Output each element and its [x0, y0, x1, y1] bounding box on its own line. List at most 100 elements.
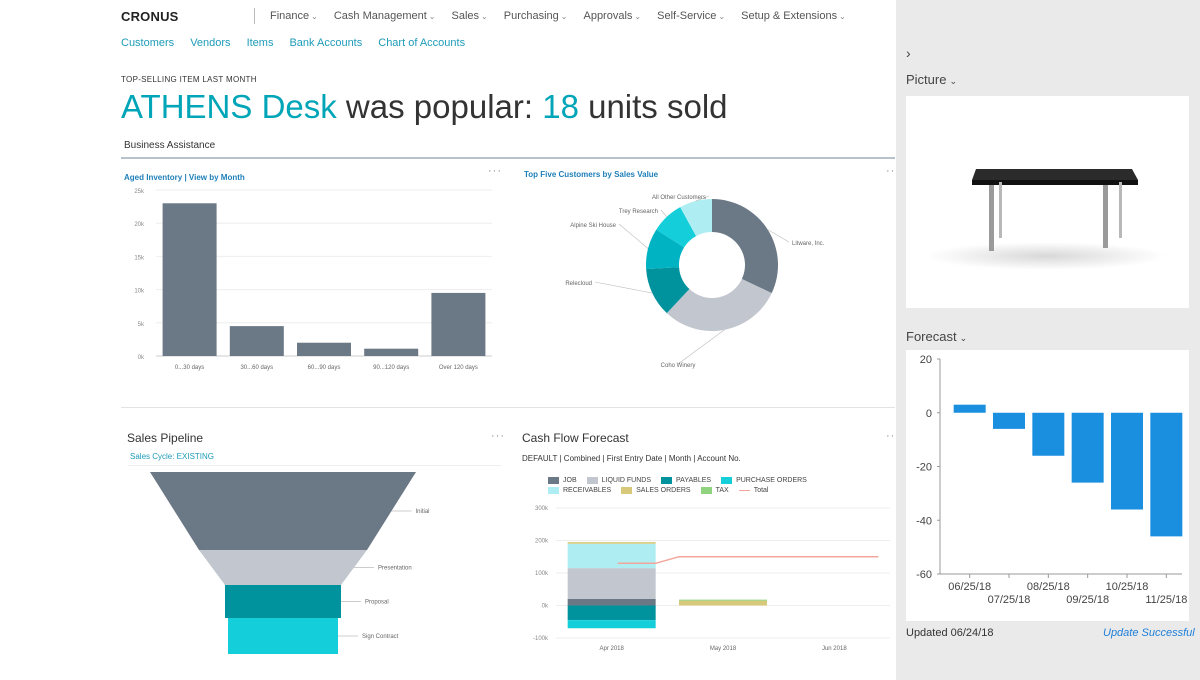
- x-tick-label: 30...60 days: [240, 365, 273, 371]
- aged-inventory-chart: 0k 5k 10k 15k 20k 25k 0...30 days 30...60 days 6…: [134, 189, 492, 371]
- menu-item-0[interactable]: Finance ⌄: [270, 10, 318, 22]
- sales-pipeline-chart: Initial Presentation Proposal Sign Contract: [150, 472, 430, 654]
- company-name[interactable]: CRONUS: [121, 9, 179, 24]
- stacked-bar-segment: [567, 620, 656, 629]
- menu-item-6[interactable]: Setup & Extensions ⌄: [741, 10, 846, 22]
- y-tick-label: -60: [916, 569, 932, 581]
- legend-swatch: [721, 477, 733, 484]
- sales-pipeline-more-button[interactable]: ···: [491, 430, 505, 442]
- legend-item[interactable]: PAYABLES: [661, 477, 711, 484]
- business-assistance-heading: Business Assistance: [124, 140, 216, 151]
- legend-swatch: [700, 487, 712, 494]
- aged-inventory-title[interactable]: Aged Inventory | View by Month: [124, 173, 245, 182]
- y-tick-label: 15k: [134, 255, 145, 261]
- y-tick-label: 5k: [138, 322, 145, 328]
- forecast-header[interactable]: Forecast ⌄: [906, 329, 967, 344]
- donut-slice: [656, 207, 697, 248]
- forecast-bar: [1111, 412, 1143, 510]
- cash-flow-more-button[interactable]: ···: [886, 430, 900, 442]
- slice-label: All Other Customers: [652, 195, 706, 201]
- forecast-label: Forecast: [906, 329, 957, 344]
- legend-item[interactable]: SALES ORDERS: [621, 487, 691, 494]
- nav-separator: [254, 8, 255, 24]
- legend-item[interactable]: LIQUID FUNDS: [586, 477, 651, 484]
- update-status-link[interactable]: Update Successful: [1103, 627, 1195, 639]
- cash-flow-subtitle[interactable]: DEFAULT | Combined | First Entry Date | …: [522, 454, 741, 463]
- picture-label: Picture: [906, 72, 947, 87]
- donut-slice: [646, 229, 685, 270]
- quick-link-0[interactable]: Customers: [121, 37, 175, 49]
- menu-item-label: Sales: [451, 10, 480, 22]
- total-line: [617, 556, 879, 564]
- x-tick-label: Apr 2018: [599, 646, 624, 652]
- y-tick-label: 0k: [138, 355, 145, 361]
- top-customers-more-button[interactable]: ···: [886, 165, 900, 177]
- x-tick-label: 09/25/18: [1066, 594, 1109, 606]
- slice-label: Relecloud: [565, 281, 592, 287]
- legend-label: PURCHASE ORDERS: [736, 477, 807, 484]
- quick-link-4[interactable]: Chart of Accounts: [378, 37, 466, 49]
- forecast-bar: [1071, 412, 1104, 483]
- top-navigation: CRONUS Finance ⌄ Cash Management ⌄ Sales ⌄ Pur…: [0, 0, 895, 60]
- legend-swatch: [548, 477, 559, 484]
- donut-slice: [680, 199, 712, 237]
- leader-line: [660, 209, 668, 218]
- menu-item-3[interactable]: Purchasing ⌄: [504, 10, 568, 22]
- chevron-down-icon: ⌄: [959, 333, 968, 343]
- y-tick-label: 0: [926, 408, 932, 420]
- cash-flow-title[interactable]: Cash Flow Forecast: [522, 431, 629, 445]
- chevron-down-icon: ⌄: [839, 12, 846, 21]
- forecast-bar: [1150, 412, 1183, 537]
- x-tick-label: 06/25/18: [948, 581, 991, 593]
- stage-label: Proposal: [365, 600, 389, 606]
- menu-item-2[interactable]: Sales ⌄: [452, 10, 488, 22]
- menu-item-label: Finance: [270, 10, 310, 22]
- legend-item[interactable]: Total: [738, 487, 769, 494]
- stacked-bar-segment: [567, 543, 656, 569]
- legend-label: JOB: [563, 477, 577, 484]
- stacked-bar-segment: [567, 542, 656, 544]
- menu-item-1[interactable]: Cash Management ⌄: [334, 10, 436, 22]
- sales-pipeline-title[interactable]: Sales Pipeline: [127, 431, 204, 445]
- aged-inventory-more-button[interactable]: ···: [488, 165, 502, 177]
- menu-item-5[interactable]: Self-Service ⌄: [657, 10, 725, 22]
- bar: [297, 342, 351, 356]
- menu-item-label: Self-Service: [657, 10, 717, 22]
- leader-line: [695, 195, 710, 202]
- quick-link-1[interactable]: Vendors: [190, 37, 231, 49]
- picture-header[interactable]: Picture ⌄: [906, 72, 957, 87]
- menu-item-4[interactable]: Approvals ⌄: [583, 10, 641, 22]
- stacked-bar-segment: [567, 599, 656, 606]
- legend-label: PAYABLES: [676, 477, 712, 484]
- x-tick-label: 90...120 days: [373, 365, 409, 371]
- legend-item[interactable]: PURCHASE ORDERS: [721, 477, 807, 484]
- legend-item[interactable]: TAX: [700, 487, 729, 494]
- funnel-stage: [150, 472, 416, 550]
- leader-line: [767, 229, 790, 243]
- slice-label: Coho Winery: [661, 363, 696, 369]
- legend-item[interactable]: JOB: [548, 477, 577, 484]
- top-customers-chart: Litware, Inc. Coho Winery Relecloud Alpine …: [565, 195, 825, 369]
- collapse-pane-button[interactable]: ›: [906, 45, 911, 61]
- sales-cycle-caption[interactable]: Sales Cycle: EXISTING: [128, 452, 501, 466]
- legend-item[interactable]: RECEIVABLES: [548, 487, 611, 494]
- slice-label: Litware, Inc.: [792, 241, 825, 247]
- y-tick-label: 100k: [535, 571, 549, 577]
- quick-link-3[interactable]: Bank Accounts: [289, 37, 363, 49]
- forecast-chart: 20 0 -20 -40 -60 06/25/1807/25/1808/25/1809/2…: [916, 354, 1187, 606]
- funnel-stage: [228, 618, 338, 654]
- headline-suffix: units sold: [578, 88, 728, 125]
- x-tick-label: May 2018: [710, 646, 737, 652]
- top-customers-title[interactable]: Top Five Customers by Sales Value: [524, 170, 659, 179]
- y-tick-label: 20: [920, 354, 932, 366]
- bar: [162, 203, 217, 356]
- legend-swatch: [586, 477, 598, 484]
- chevron-down-icon: ⌄: [428, 12, 436, 21]
- donut-slice: [666, 279, 772, 331]
- y-tick-label: -20: [916, 462, 932, 474]
- leader-line: [594, 281, 653, 294]
- headline: ATHENS Desk was popular: 18 units sold: [121, 88, 728, 126]
- quick-link-2[interactable]: Items: [246, 37, 274, 49]
- headline-item: ATHENS Desk: [121, 88, 337, 125]
